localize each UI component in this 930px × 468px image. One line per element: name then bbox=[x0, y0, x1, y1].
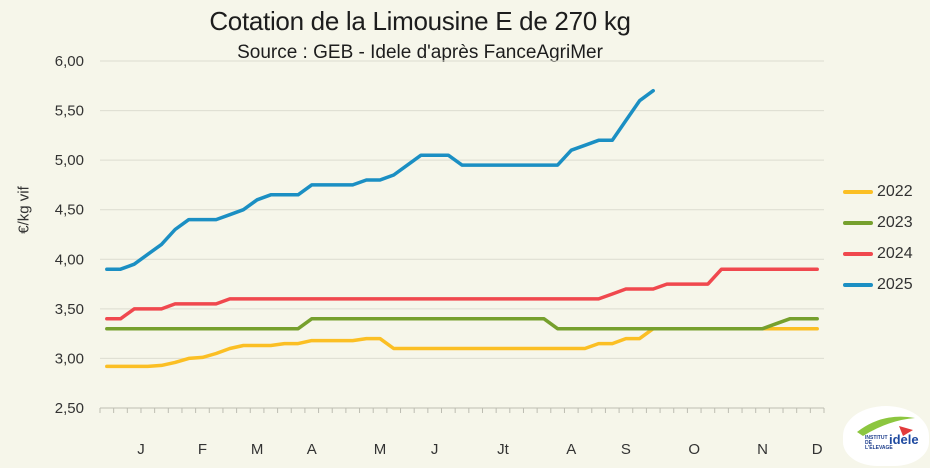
legend-label-2024: 2024 bbox=[877, 244, 913, 262]
series-line-2025 bbox=[105, 88, 655, 271]
x-tick-label: O bbox=[688, 441, 700, 458]
x-tick-label: D bbox=[812, 441, 823, 458]
legend-swatch-2024 bbox=[843, 251, 873, 256]
logo-brand-text: idele bbox=[889, 432, 919, 447]
x-tick-label: M bbox=[374, 441, 387, 458]
legend-item-2023: 2023 bbox=[843, 207, 913, 238]
y-tick-label: 3,50 bbox=[55, 301, 84, 318]
x-tick-label: J bbox=[137, 441, 145, 458]
legend: 2022 2023 2024 2025 bbox=[843, 176, 913, 300]
y-tick-label: 3,00 bbox=[55, 350, 84, 367]
chart-subtitle: Source : GEB - Idele d'après FanceAgriMe… bbox=[237, 42, 603, 63]
series-line-2022 bbox=[105, 326, 819, 369]
logo-swoosh-icon bbox=[857, 416, 915, 436]
series-line-2023 bbox=[105, 317, 819, 331]
legend-swatch-2025 bbox=[843, 282, 873, 287]
legend-item-2025: 2025 bbox=[843, 269, 913, 300]
chart-title: Cotation de la Limousine E de 270 kg bbox=[209, 6, 631, 36]
x-tick-label: A bbox=[307, 441, 317, 458]
x-tick-label: Jt bbox=[497, 441, 510, 458]
legend-item-2024: 2024 bbox=[843, 238, 913, 269]
x-tick-label: N bbox=[757, 441, 768, 458]
logo-small-text: INSTITUT DE L'ÉLEVAGE bbox=[865, 435, 893, 451]
y-tick-label: 2,50 bbox=[55, 400, 84, 417]
series-line-2024 bbox=[105, 267, 819, 321]
y-tick-label: 5,00 bbox=[55, 152, 84, 169]
x-tick-label: F bbox=[198, 441, 207, 458]
legend-label-2025: 2025 bbox=[877, 275, 913, 293]
legend-label-2023: 2023 bbox=[877, 213, 913, 231]
legend-swatch-2022 bbox=[843, 189, 873, 194]
x-tick-label: A bbox=[566, 441, 576, 458]
y-tick-label: 4,50 bbox=[55, 202, 84, 219]
x-tick-label: M bbox=[251, 441, 264, 458]
y-tick-label: 4,00 bbox=[55, 251, 84, 268]
legend-item-2022: 2022 bbox=[843, 176, 913, 207]
y-tick-label: 6,00 bbox=[55, 53, 84, 70]
x-tick-label: J bbox=[431, 441, 439, 458]
y-tick-label: 5,50 bbox=[55, 103, 84, 120]
legend-swatch-2023 bbox=[843, 220, 873, 225]
legend-label-2022: 2022 bbox=[877, 182, 913, 200]
idele-logo: INSTITUT DE L'ÉLEVAGE idele bbox=[843, 406, 929, 466]
x-tick-label: S bbox=[621, 441, 631, 458]
